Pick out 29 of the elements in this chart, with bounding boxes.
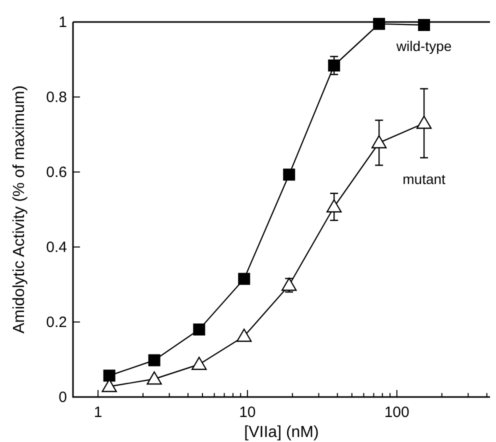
y-tick-label: 0.6 <box>46 164 67 181</box>
y-tick-label: 0.8 <box>46 89 67 106</box>
point <box>326 199 342 212</box>
point <box>371 135 387 148</box>
y-tick-label: 0.4 <box>46 239 67 256</box>
point <box>416 116 432 129</box>
point <box>146 371 162 385</box>
x-tick-label: 1 <box>94 404 102 421</box>
x-axis-title: [VIIa] (nM) <box>244 424 319 441</box>
point <box>148 354 160 366</box>
y-tick-label: 0.2 <box>46 314 67 331</box>
y-tick-label: 0 <box>58 389 67 406</box>
point <box>102 378 117 392</box>
point <box>282 278 297 291</box>
point <box>418 19 430 31</box>
x-tick-label: 100 <box>384 404 410 421</box>
point <box>238 272 250 285</box>
point <box>328 60 340 72</box>
point <box>103 370 116 382</box>
point <box>192 356 207 370</box>
x-tick-label: 10 <box>239 404 256 421</box>
point <box>236 328 252 342</box>
y-tick-label: 1 <box>58 14 67 31</box>
y-axis-title: Amidolytic Activity (% of maximum) <box>11 85 28 334</box>
point <box>373 18 386 30</box>
series-label: wild-type <box>395 38 452 54</box>
point <box>193 324 206 336</box>
point <box>283 168 296 181</box>
text: mutant <box>402 170 446 187</box>
